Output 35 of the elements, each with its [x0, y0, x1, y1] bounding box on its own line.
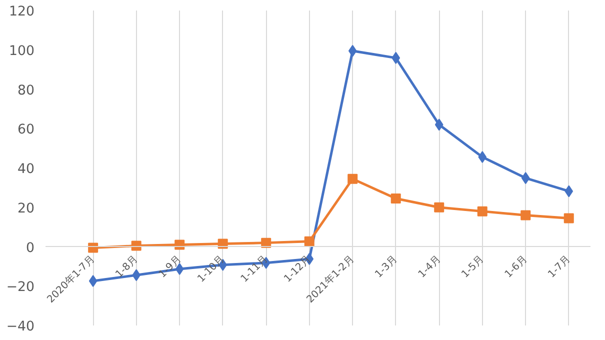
point	[564, 213, 574, 224]
point	[521, 172, 530, 184]
point	[478, 150, 487, 163]
point	[390, 194, 401, 204]
point	[304, 236, 314, 246]
x-tick-label: 1-8月	[114, 254, 140, 280]
y-tick-label: −20	[6, 280, 35, 296]
y-tick-label: 40	[18, 162, 35, 177]
x-tick-label: 1-4月	[416, 254, 444, 280]
point	[218, 238, 228, 249]
y-tick-label: −40	[6, 320, 35, 334]
point	[88, 275, 98, 288]
point	[477, 206, 488, 216]
y-tick-label: 80	[18, 83, 35, 98]
y-tick-label: 120	[9, 4, 35, 20]
x-tick-label: 1-5月	[460, 254, 486, 280]
point	[434, 202, 444, 212]
y-tick-label: 20	[18, 201, 35, 216]
y-tick-label: 60	[18, 122, 35, 138]
point	[392, 52, 400, 64]
point	[174, 240, 185, 250]
point	[348, 44, 357, 57]
point	[261, 238, 272, 248]
y-tick-label: 0	[26, 240, 35, 256]
x-tick-label: 1-7月	[546, 254, 573, 280]
point	[434, 118, 444, 131]
point	[520, 210, 531, 220]
point	[348, 174, 358, 184]
x-tick-label: 1-9月	[157, 254, 184, 280]
point	[564, 185, 574, 198]
point	[131, 240, 142, 251]
x-tick-label: 1-6月	[503, 254, 530, 280]
x-tick-label: 1-3月	[373, 254, 400, 280]
point	[88, 242, 98, 253]
y-tick-label: 100	[9, 44, 35, 59]
